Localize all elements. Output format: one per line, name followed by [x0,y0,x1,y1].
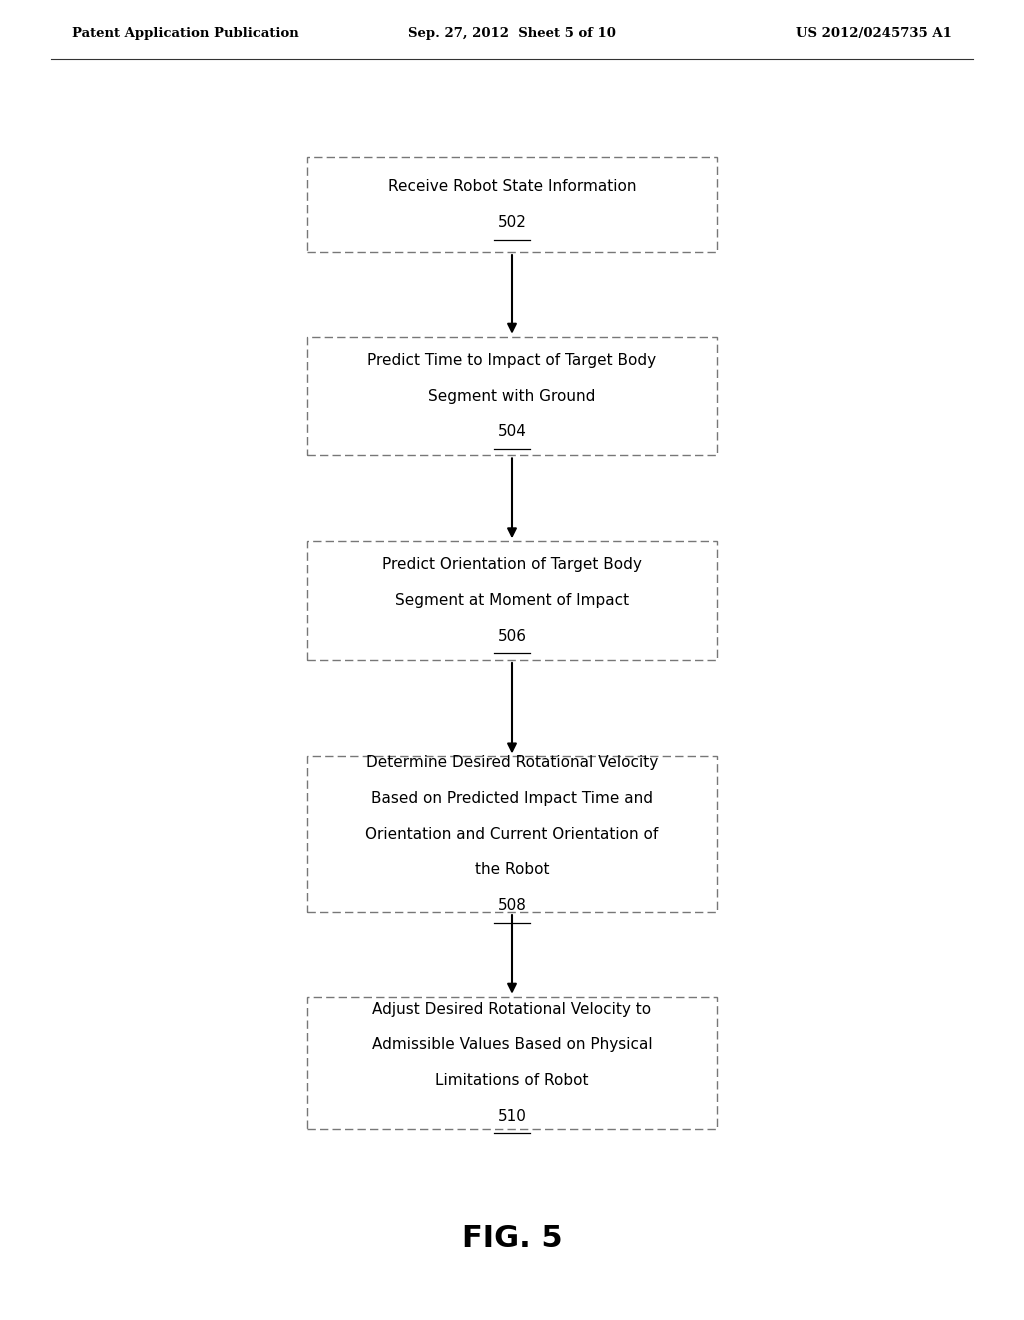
Text: Admissible Values Based on Physical: Admissible Values Based on Physical [372,1038,652,1052]
Text: 506: 506 [498,628,526,644]
Text: Segment at Moment of Impact: Segment at Moment of Impact [395,593,629,609]
Bar [307,157,717,252]
Text: Predict Time to Impact of Target Body: Predict Time to Impact of Target Body [368,352,656,368]
Text: FIG. 5: FIG. 5 [462,1224,562,1253]
Text: 502: 502 [498,215,526,230]
Text: Orientation and Current Orientation of: Orientation and Current Orientation of [366,826,658,842]
Text: the Robot: the Robot [475,862,549,878]
Text: Limitations of Robot: Limitations of Robot [435,1073,589,1088]
Text: Determine Desired Rotational Velocity: Determine Desired Rotational Velocity [366,755,658,771]
Bar [307,541,717,660]
Bar [307,756,717,912]
Text: Sep. 27, 2012  Sheet 5 of 10: Sep. 27, 2012 Sheet 5 of 10 [408,26,616,40]
Text: 510: 510 [498,1109,526,1123]
Bar [307,337,717,455]
Text: 508: 508 [498,898,526,913]
Text: Patent Application Publication: Patent Application Publication [72,26,298,40]
Bar [307,997,717,1129]
Text: Adjust Desired Rotational Velocity to: Adjust Desired Rotational Velocity to [373,1002,651,1016]
Text: Receive Robot State Information: Receive Robot State Information [388,180,636,194]
Text: US 2012/0245735 A1: US 2012/0245735 A1 [797,26,952,40]
Text: 504: 504 [498,424,526,440]
Text: Based on Predicted Impact Time and: Based on Predicted Impact Time and [371,791,653,807]
Text: Segment with Ground: Segment with Ground [428,388,596,404]
Text: Predict Orientation of Target Body: Predict Orientation of Target Body [382,557,642,573]
